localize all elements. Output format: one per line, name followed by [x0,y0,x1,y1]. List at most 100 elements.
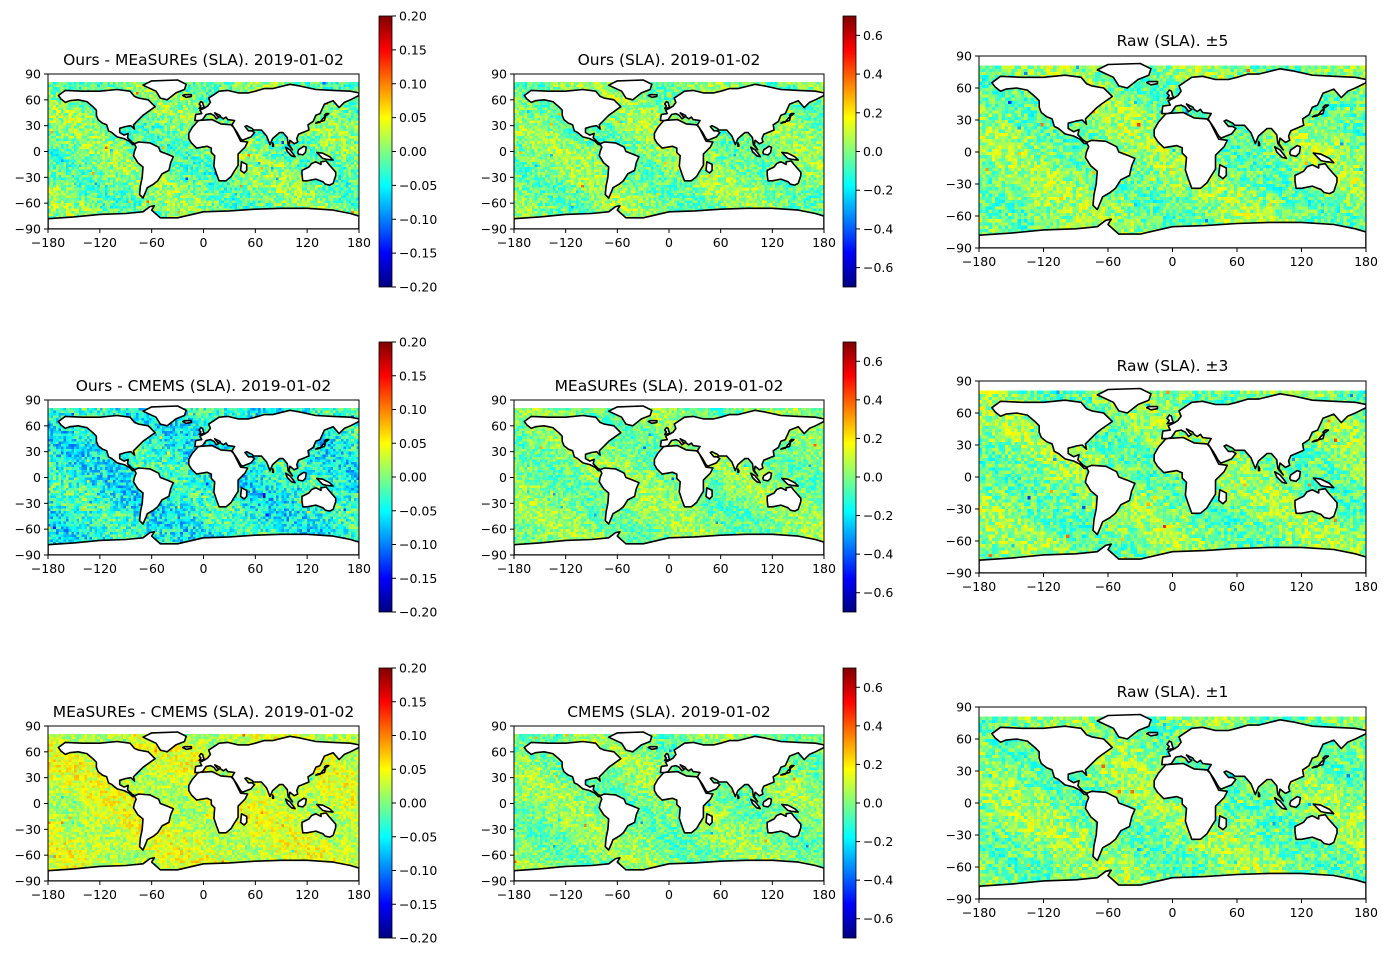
landmass [132,141,175,199]
landmass [705,487,713,500]
landmass [1166,89,1175,100]
landmass [284,472,296,484]
colorbar-tick-label: 0.20 [399,335,427,350]
x-tick-label: 180 [1354,905,1378,920]
colorbar-tick-label: −0.10 [399,537,437,552]
y-tick-label: −60 [15,196,41,211]
x-tick-label: −120 [83,235,117,250]
x-tick-label: 60 [247,887,263,902]
landmass [132,467,175,525]
landmass [1145,80,1159,86]
y-tick-label: 90 [956,49,972,64]
panel-title: Ours - MEaSUREs (SLA). 2019-01-02 [63,51,344,69]
y-tick-label: −90 [15,222,41,237]
landmass [1273,796,1288,811]
landmass [607,79,653,101]
landmass [762,471,773,482]
y-tick-label: 60 [956,732,972,747]
x-tick-label: 120 [1290,579,1314,594]
x-tick-label: −180 [31,561,65,576]
y-tick-label: 0 [499,144,507,159]
landmass [979,218,1366,248]
x-tick-label: −60 [138,561,164,576]
landmass [1096,62,1152,89]
landmass [781,477,799,487]
landmass [762,145,773,156]
colorbar-tick-label: −0.6 [863,911,893,926]
x-tick-label: −60 [138,887,164,902]
x-tick-label: −60 [1095,905,1121,920]
landmass [1257,791,1261,798]
landmass [296,471,308,482]
landmass [647,419,658,425]
y-tick-label: −60 [481,196,507,211]
panel-title: Ours - CMEMS (SLA). 2019-01-02 [76,377,332,395]
x-tick-label: −180 [497,561,531,576]
landmass [653,770,714,834]
landmass [663,426,671,436]
colorbar-tick-label: −0.05 [399,178,437,193]
map-panel-2: Ours (SLA). 2019-01-02 −180 −120 −60 0 60 120 1… [481,15,893,288]
x-tick-label: 180 [1354,579,1378,594]
x-tick-label: 120 [1290,254,1314,269]
x-tick-label: −180 [962,254,996,269]
colorbar-tick-label: 0.20 [399,9,427,24]
landmass [315,764,330,776]
map-panel-7: MEaSUREs - CMEMS (SLA). 2019-01-02 −180 −1… [15,661,438,946]
y-tick-label: −60 [15,522,41,537]
landmass [750,146,762,158]
colorbar-tick-label: 0.2 [863,105,883,120]
landmass [239,813,248,826]
x-tick-label: 0 [1169,254,1177,269]
landmass [48,531,359,555]
landmass [1217,489,1228,505]
x-tick-label: −60 [1095,579,1121,594]
landmass [296,145,308,156]
colorbar-tick-label: 0.6 [863,354,883,369]
y-tick-label: −60 [481,848,507,863]
colorbar-gradient [378,341,393,613]
x-tick-label: 0 [200,235,208,250]
y-tick-label: 30 [491,770,507,785]
colorbar-tick-label: 0.00 [399,144,427,159]
y-tick-label: 90 [956,374,972,389]
landmass [1096,387,1152,414]
x-tick-label: −180 [962,905,996,920]
y-tick-label: −60 [15,848,41,863]
x-tick-label: 120 [295,235,319,250]
x-tick-label: 120 [295,561,319,576]
landmass [607,405,653,427]
landmass [284,146,296,158]
landmass [514,857,824,881]
landmass [239,161,248,174]
landmass [57,740,156,798]
landmass [284,798,296,810]
landmass [647,745,658,751]
y-tick-label: 30 [956,438,972,453]
x-tick-label: 180 [812,887,836,902]
landmass [1311,104,1330,118]
x-tick-label: −120 [1026,579,1060,594]
landmass [296,797,308,808]
landmass [1161,719,1366,802]
x-tick-label: −120 [548,235,582,250]
x-tick-label: 180 [1354,254,1378,269]
landmass [780,764,795,776]
landmass [1273,145,1288,160]
x-tick-label: 0 [1169,905,1177,920]
landmass [1312,803,1335,815]
x-tick-label: 60 [713,887,729,902]
landmass [1294,487,1338,520]
map-panel-4: Ours - CMEMS (SLA). 2019-01-02 −180 −120 −6… [15,335,438,620]
colorbar-tick-label: −0.15 [399,571,437,586]
x-tick-label: −180 [31,887,65,902]
x-tick-label: 0 [665,887,673,902]
landmass [188,118,249,182]
colorbar-tick-label: 0.6 [863,28,883,43]
x-tick-label: 60 [1229,905,1245,920]
y-tick-label: −30 [481,822,507,837]
x-tick-label: −120 [1026,254,1060,269]
colorbar-tick-label: −0.4 [863,547,893,562]
landmass [1294,813,1338,846]
panel-title: Raw (SLA). ±5 [1117,32,1229,50]
